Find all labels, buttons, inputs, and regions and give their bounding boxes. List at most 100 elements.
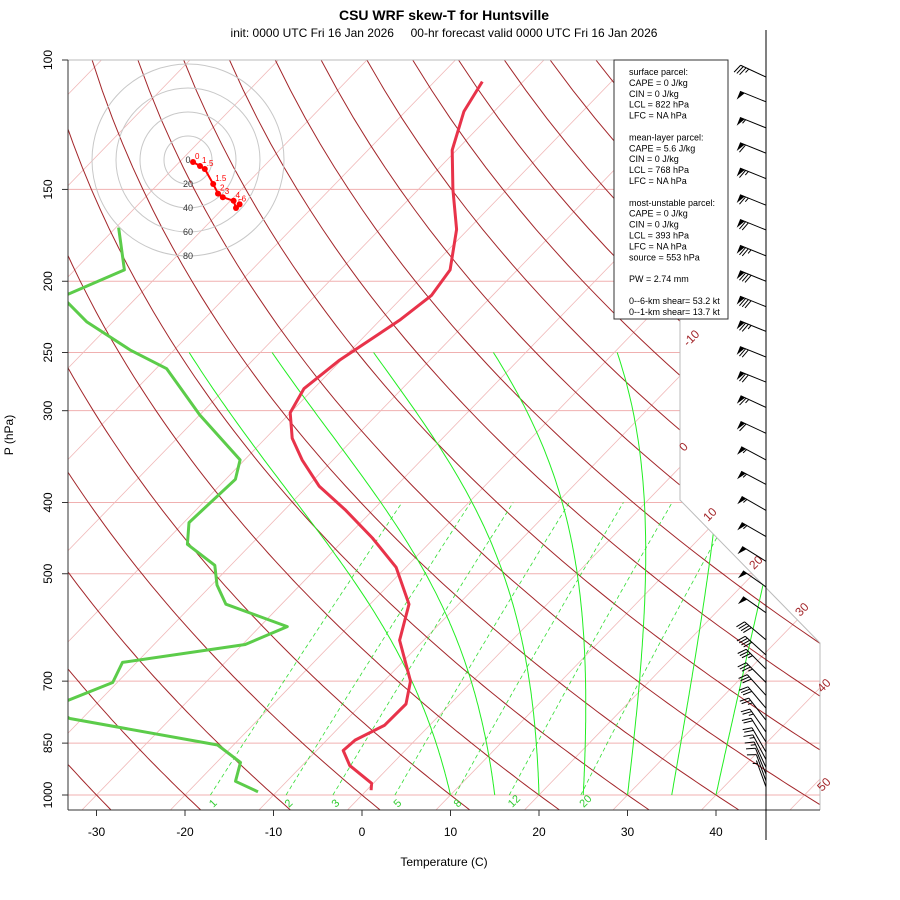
hodograph-point bbox=[210, 181, 217, 187]
profiles bbox=[68, 80, 484, 794]
barb-staff bbox=[747, 686, 767, 709]
barb-staff bbox=[752, 734, 767, 760]
barb-full bbox=[740, 688, 751, 694]
barb-full bbox=[744, 300, 752, 309]
wind-barb bbox=[736, 244, 767, 257]
barb-staff bbox=[739, 142, 767, 154]
wind-barb bbox=[736, 420, 767, 434]
barb-half bbox=[747, 325, 752, 330]
barb-full bbox=[739, 170, 746, 178]
barb-half bbox=[743, 525, 748, 530]
wind-barb bbox=[737, 662, 767, 683]
isotherm-line bbox=[68, 60, 279, 810]
dry-adiabat bbox=[366, 60, 820, 810]
isotherm-line bbox=[789, 60, 820, 810]
barb-full bbox=[741, 374, 749, 383]
barb-full bbox=[743, 720, 753, 724]
hodograph-point-label: 2 bbox=[220, 184, 225, 193]
barb-full bbox=[738, 637, 748, 644]
barb-half bbox=[744, 197, 749, 203]
isotherm-line bbox=[878, 60, 900, 811]
barb-flag bbox=[736, 168, 745, 177]
wind-barb bbox=[737, 546, 767, 562]
moist-adiabat bbox=[492, 352, 587, 795]
legend-line: LCL = 768 hPa bbox=[629, 165, 689, 175]
barb-full bbox=[741, 666, 751, 672]
isotherm-label: 30 bbox=[792, 600, 812, 620]
barb-staff bbox=[744, 621, 767, 641]
mixing-ratio-label: 12 bbox=[506, 793, 523, 810]
barb-flag bbox=[736, 219, 745, 228]
isotherm-label: -10 bbox=[680, 327, 702, 349]
barb-full bbox=[737, 648, 747, 654]
barb-staff bbox=[751, 727, 767, 753]
legend-line: surface parcel: bbox=[629, 67, 688, 77]
moist-adiabat bbox=[271, 352, 496, 796]
legend-line: LFC = NA hPa bbox=[629, 111, 687, 121]
barb-staff bbox=[744, 635, 767, 656]
hodograph-point-label: .5 bbox=[207, 159, 214, 168]
mixing-ratio-line bbox=[508, 502, 673, 796]
barb-half bbox=[750, 744, 756, 746]
hodograph-point bbox=[197, 163, 203, 169]
isotherm-label: 10 bbox=[700, 505, 720, 525]
isotherm-line bbox=[169, 60, 820, 810]
barb-full bbox=[741, 299, 749, 308]
isotherm-line bbox=[68, 60, 545, 810]
y-tick-label: 300 bbox=[41, 400, 55, 420]
wind-barbs bbox=[733, 30, 767, 840]
barb-staff bbox=[755, 754, 767, 782]
barb-half bbox=[747, 249, 752, 254]
barb-staff bbox=[749, 708, 767, 733]
legend-line: CIN = 0 J/kg bbox=[629, 154, 679, 164]
dry-adiabat bbox=[320, 60, 820, 810]
barb-flag bbox=[737, 546, 747, 555]
barb-staff bbox=[739, 90, 767, 103]
dry-adiabat bbox=[183, 60, 820, 810]
dry-adiabat bbox=[68, 60, 651, 810]
barb-staff bbox=[748, 697, 767, 721]
legend-line: CIN = 0 J/kg bbox=[629, 220, 679, 230]
barb-half bbox=[748, 655, 753, 659]
wind-barb bbox=[742, 727, 767, 753]
x-tick-label: -30 bbox=[88, 825, 106, 839]
barb-half bbox=[742, 449, 747, 454]
hodograph-ring bbox=[163, 135, 213, 185]
hodograph-ring bbox=[115, 87, 261, 233]
barb-flag bbox=[736, 91, 745, 100]
barb-full bbox=[739, 247, 746, 256]
x-tick-label: -10 bbox=[265, 825, 283, 839]
hodograph-ring bbox=[139, 111, 237, 209]
barb-staff bbox=[741, 546, 767, 562]
legend-line: CAPE = 5.6 J/kg bbox=[629, 143, 695, 153]
barb-full bbox=[738, 623, 748, 630]
barb-full bbox=[739, 196, 746, 205]
barb-flag bbox=[737, 596, 748, 605]
dry-adiabat bbox=[68, 60, 471, 810]
wind-barb bbox=[741, 717, 767, 743]
barb-full bbox=[741, 699, 751, 705]
mixing-ratio-line bbox=[332, 502, 514, 796]
barb-full bbox=[738, 686, 749, 691]
isotherm-line bbox=[68, 60, 191, 810]
isotherm-line bbox=[68, 60, 633, 810]
mixing-ratio-line bbox=[285, 502, 472, 796]
wind-barb bbox=[739, 697, 767, 721]
barb-half bbox=[748, 668, 753, 672]
hodograph-ring-label: 40 bbox=[183, 203, 193, 213]
wind-barb bbox=[746, 754, 767, 782]
hodograph-ring-label: 80 bbox=[183, 251, 193, 261]
barb-full bbox=[744, 741, 755, 744]
axes: -30 -20 -10 0 10 20 30 401001502002503004005007… bbox=[41, 50, 723, 839]
dry-adiabat bbox=[274, 60, 820, 810]
wind-barb bbox=[737, 570, 767, 588]
y-tick-label: 500 bbox=[41, 563, 55, 583]
legend-line: LCL = 393 hPa bbox=[629, 231, 689, 241]
barb-staff bbox=[740, 395, 767, 408]
legend-line: most-unstable parcel: bbox=[629, 198, 715, 208]
isotherm-line bbox=[68, 60, 722, 810]
dry-adiabat bbox=[91, 60, 741, 810]
barb-staff bbox=[741, 446, 767, 461]
hodograph-ring-label: 0 bbox=[185, 155, 190, 165]
